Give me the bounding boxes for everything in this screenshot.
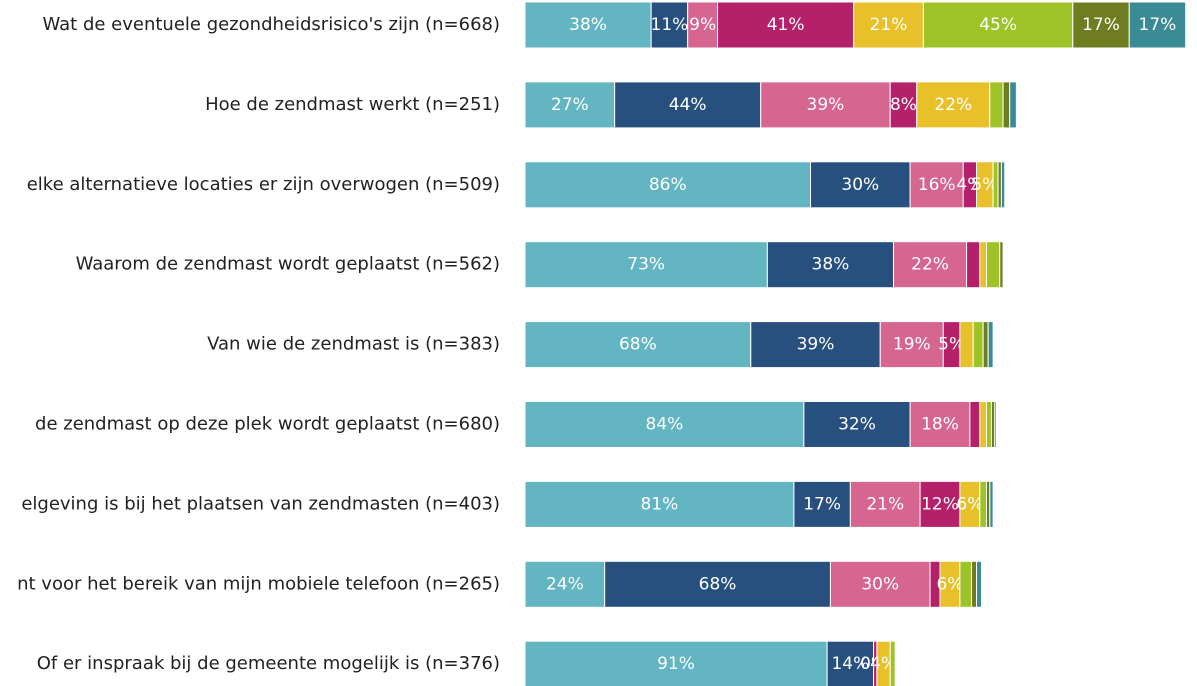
bar-segment	[969, 401, 981, 448]
value-label: 84%	[646, 415, 684, 435]
bar-segment	[650, 1, 689, 49]
bar-segment	[524, 161, 812, 209]
category-label: nt voor het bereik van mijn mobiele tele…	[17, 573, 500, 594]
bar-segment	[853, 1, 924, 49]
value-label: 39%	[807, 95, 845, 115]
bar-segment	[766, 241, 895, 289]
category-label: Van wie de zendmast is (n=383)	[207, 334, 500, 355]
category-label: Hoe de zendmast werkt (n=251)	[205, 94, 500, 115]
value-label: 11%	[651, 15, 689, 35]
value-label: 38%	[569, 15, 607, 35]
value-label: 17%	[803, 494, 841, 514]
bar-segment	[1009, 81, 1017, 129]
bar-segment	[979, 401, 987, 448]
value-label: 30%	[861, 574, 899, 594]
value-label: 27%	[551, 95, 589, 115]
value-label: 14%	[831, 654, 869, 674]
bar-segment	[604, 560, 831, 608]
value-label: 9%	[689, 15, 716, 35]
bar-segment	[916, 81, 991, 129]
bar-segment	[893, 241, 968, 289]
bar-segment	[524, 560, 606, 608]
bar-segment	[999, 241, 1004, 289]
bar-segment	[979, 241, 987, 289]
bar-segment	[992, 161, 999, 209]
value-label: 6%	[936, 574, 963, 594]
bar-segment	[976, 560, 983, 608]
category-label: de zendmast op deze plek wordt geplaatst…	[35, 414, 500, 435]
bar-segment	[1072, 1, 1130, 49]
bar-segment	[614, 81, 762, 129]
bar-segment	[972, 321, 984, 369]
category-label: elgeving is bij het plaatsen van zendmas…	[21, 493, 500, 514]
value-label: 17%	[1139, 15, 1177, 35]
bar-segment	[959, 560, 973, 608]
value-label: 22%	[911, 255, 949, 275]
category-label: Of er inspraak bij de gemeente mogelijk …	[37, 653, 500, 674]
value-label: 44%	[669, 95, 707, 115]
value-label: 18%	[921, 415, 959, 435]
bar-segment	[717, 1, 855, 49]
bar-segment	[989, 81, 1004, 129]
value-label: 68%	[699, 574, 737, 594]
value-label: 22%	[934, 95, 972, 115]
bar-segment	[524, 640, 828, 686]
value-label: 5%	[938, 335, 965, 355]
value-label: 73%	[627, 255, 665, 275]
value-label: 24%	[546, 574, 584, 594]
value-label: 45%	[979, 15, 1017, 35]
bar-segment	[687, 1, 719, 49]
value-label: 16%	[918, 175, 956, 195]
bar-segment	[979, 480, 987, 528]
bar-segment	[524, 81, 616, 129]
value-label: 38%	[812, 255, 850, 275]
bar-segment	[879, 321, 944, 369]
value-label: 12%	[921, 494, 959, 514]
value-label: 5%	[971, 175, 998, 195]
value-label: 17%	[1082, 15, 1120, 35]
bar-segment	[1002, 81, 1011, 129]
value-label: 39%	[797, 335, 835, 355]
category-label: Wat de eventuele gezondheidsrisico's zij…	[42, 14, 500, 35]
bar-segment	[524, 401, 805, 448]
value-label: 86%	[649, 175, 687, 195]
bar-segment	[922, 1, 1074, 49]
bar-segment	[793, 480, 851, 528]
value-label: 32%	[838, 415, 876, 435]
value-label: 81%	[641, 494, 679, 514]
bar-segment	[959, 321, 974, 369]
bar-segment	[994, 401, 997, 448]
bar-segment	[989, 480, 994, 528]
value-label: 21%	[866, 494, 904, 514]
bar-segment	[1128, 1, 1187, 49]
value-label: 30%	[841, 175, 879, 195]
bar-segment	[750, 321, 881, 369]
category-label: Waarom de zendmast wordt geplaatst (n=56…	[76, 254, 500, 275]
category-label: elke alternatieve locaties er zijn overw…	[27, 174, 500, 195]
value-label: 21%	[870, 15, 908, 35]
bar-segment	[909, 161, 964, 209]
value-label: 19%	[893, 335, 931, 355]
bar-segment	[524, 241, 768, 289]
value-label: 6%	[956, 494, 983, 514]
bar-segment	[985, 241, 1001, 289]
bar-segment	[889, 640, 896, 686]
value-label: 41%	[767, 15, 805, 35]
bar-segment	[1000, 161, 1006, 209]
bar-segment	[803, 401, 911, 448]
bar-segment	[985, 401, 992, 448]
bar-segment	[971, 560, 978, 608]
value-label: 91%	[657, 654, 695, 674]
value-label: 8%	[890, 95, 917, 115]
value-label: 68%	[619, 335, 657, 355]
bar-segment	[524, 1, 652, 49]
bar-segment	[966, 241, 981, 289]
bar-segment	[987, 321, 994, 369]
bar-segment	[982, 321, 989, 369]
bar-segment	[889, 81, 918, 129]
bar-segment	[524, 321, 752, 369]
